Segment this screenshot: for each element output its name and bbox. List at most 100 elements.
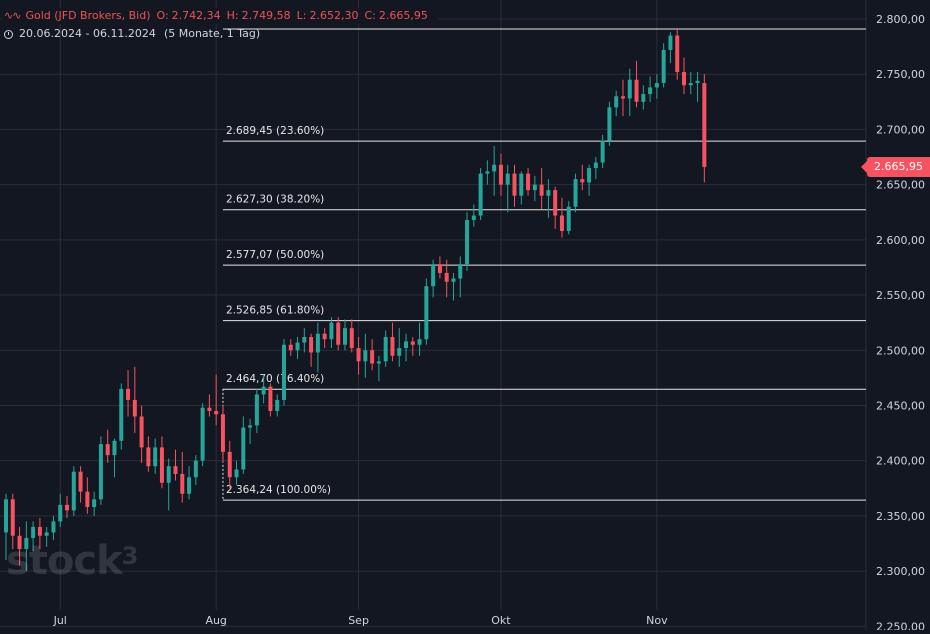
candle-body xyxy=(404,341,409,349)
candle-body xyxy=(343,328,347,345)
candle-body xyxy=(51,521,56,533)
candle-body xyxy=(241,427,246,470)
candle-body xyxy=(424,286,429,340)
fib-level-label: 2.464,70 (76.40%) xyxy=(226,373,324,385)
candle-body xyxy=(71,471,76,511)
candle-body xyxy=(24,537,29,550)
candle-body xyxy=(546,190,551,196)
fibonacci-retracement: 2.790,91 (0.00%)2.689,45 (23.60%)2.627,3… xyxy=(222,13,866,501)
candle-body xyxy=(688,83,693,86)
candle-body xyxy=(431,264,436,287)
last-price-badge: 2.665,95 xyxy=(861,157,930,177)
candle-body xyxy=(166,466,171,483)
candle-body xyxy=(92,499,97,508)
fib-level-label: 2.526,85 (61.80%) xyxy=(226,305,324,317)
candle-body xyxy=(227,451,232,478)
candle-body xyxy=(695,80,700,84)
candle-body xyxy=(620,96,625,99)
time-axis: Jul Aug Sep Okt Nov xyxy=(53,614,669,627)
time-tick-label: Nov xyxy=(646,614,668,627)
candle-body xyxy=(281,344,286,400)
candle-body xyxy=(37,526,42,536)
candle-body xyxy=(268,386,273,411)
candle-body xyxy=(512,173,517,196)
candle-body xyxy=(254,394,259,426)
candle-body xyxy=(614,96,619,108)
time-tick-label: Aug xyxy=(205,614,226,627)
candle-body xyxy=(444,272,449,282)
chart-legend: ∿∿ Gold (JFD Brokers, Bid) O: 2.742,34 H:… xyxy=(2,4,438,42)
time-tick-label: Okt xyxy=(491,614,511,627)
candle-body xyxy=(397,348,402,356)
candle-body xyxy=(573,179,578,207)
candle-body xyxy=(302,337,307,343)
candle-body xyxy=(65,504,70,511)
candle-body xyxy=(363,350,368,362)
candle-body xyxy=(173,466,178,474)
candle-body xyxy=(349,328,354,349)
candle-body xyxy=(187,477,192,494)
candle-body xyxy=(526,173,531,191)
candle-body xyxy=(641,94,646,102)
candle-body xyxy=(85,491,90,508)
candle-body xyxy=(505,173,510,185)
price-tick-label: 2.800,00 xyxy=(876,13,925,26)
candle-body xyxy=(132,399,137,417)
ohlc-low-value: 2.652,30 xyxy=(309,9,359,22)
candle-body xyxy=(31,526,36,538)
candles xyxy=(4,27,707,572)
candle-body xyxy=(261,386,266,395)
legend-ohlc-row: ∿∿ Gold (JFD Brokers, Bid) O: 2.742,34 H:… xyxy=(2,8,438,24)
candle-body xyxy=(519,173,524,196)
ohlc-high-key: H: xyxy=(226,9,239,22)
candle-body xyxy=(580,179,585,183)
price-tick-label: 2.550,00 xyxy=(876,289,925,302)
candle-body xyxy=(126,388,131,400)
candle-body xyxy=(654,83,659,88)
ohlc-close-key: C: xyxy=(364,9,376,22)
candle-body xyxy=(451,278,456,282)
candle-body xyxy=(675,35,680,73)
ohlc-low-key: L: xyxy=(296,9,307,22)
candle-body xyxy=(98,444,103,500)
price-tick-label: 2.700,00 xyxy=(876,123,925,136)
candle-body xyxy=(410,341,415,345)
instrument-title: Gold (JFD Brokers, Bid) xyxy=(25,9,151,22)
candle-body xyxy=(376,361,381,364)
chart-type-icon[interactable]: ∿∿ xyxy=(4,9,21,22)
candle-body xyxy=(146,447,151,467)
candle-body xyxy=(553,190,558,216)
date-range: 20.06.2024 - 06.11.2024 xyxy=(19,27,156,40)
candle-body xyxy=(702,83,707,167)
candle-body xyxy=(682,72,686,86)
candle-body xyxy=(309,337,314,353)
candle-body xyxy=(322,333,327,340)
ohlc-open-key: O: xyxy=(156,9,169,22)
candle-body xyxy=(207,407,212,411)
price-tick-label: 2.650,00 xyxy=(876,179,925,192)
candle-body xyxy=(634,79,639,102)
candle-body xyxy=(370,350,375,364)
candle-body xyxy=(10,499,15,536)
ohlc-high-value: 2.749,58 xyxy=(241,9,291,22)
price-axis: 2.250,00 2.300,00 2.350,00 2.400,00 2.450,00… xyxy=(876,13,925,633)
stock3-watermark-logo: stock3 xyxy=(6,538,138,584)
ohlc-close-value: 2.665,95 xyxy=(378,9,428,22)
candle-body xyxy=(112,440,117,456)
clock-icon[interactable] xyxy=(4,29,13,39)
candle-body xyxy=(668,35,673,50)
candle-body xyxy=(566,206,571,232)
candle-body xyxy=(492,164,497,172)
candle-body xyxy=(627,79,632,99)
candle-body xyxy=(220,414,225,452)
candle-body xyxy=(437,264,442,273)
price-tick-label: 2.750,00 xyxy=(876,68,925,81)
candle-body xyxy=(315,333,320,353)
price-tick-label: 2.300,00 xyxy=(876,565,925,578)
interval-label: (5 Monate, 1 Tag) xyxy=(163,27,261,40)
candle-body xyxy=(478,173,483,216)
candle-body xyxy=(105,444,110,456)
candle-body xyxy=(139,416,144,448)
